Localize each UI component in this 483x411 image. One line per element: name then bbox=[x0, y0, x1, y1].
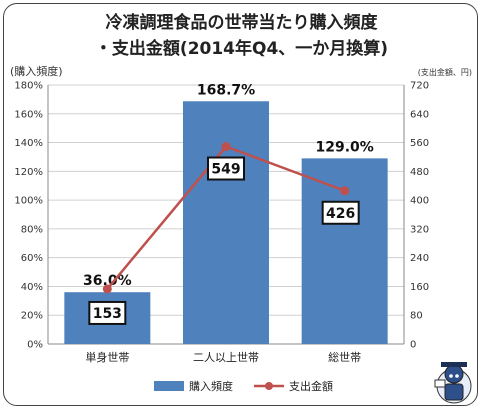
line-value-box bbox=[88, 300, 127, 325]
line-value-box bbox=[207, 156, 245, 181]
category-label: 総世帯 bbox=[328, 350, 361, 364]
right-tick-label: 0 bbox=[410, 340, 416, 351]
right-tick-label: 80 bbox=[410, 311, 423, 322]
legend-bar-swatch bbox=[154, 381, 184, 391]
left-axis-label: (購入頻度) bbox=[10, 64, 63, 78]
line-point bbox=[221, 142, 231, 152]
bar-value-label: 168.7% bbox=[197, 82, 255, 98]
line-value-box bbox=[321, 200, 360, 225]
right-tick-label: 720 bbox=[410, 81, 429, 92]
right-tick-label: 320 bbox=[410, 224, 429, 235]
line-value-label: 153 bbox=[93, 306, 122, 322]
left-tick-label: 0% bbox=[27, 340, 43, 351]
left-tick-label: 60% bbox=[21, 253, 43, 264]
chart-title-line2: ・支出金額(2014年Q4、一か月換算) bbox=[94, 39, 389, 59]
bar-value-label: 36.0% bbox=[83, 273, 132, 289]
left-tick-label: 140% bbox=[14, 138, 43, 149]
left-tick-label: 160% bbox=[14, 109, 43, 120]
chart-title-line1: 冷凍調理食品の世帯当たり購入頻度 bbox=[105, 13, 378, 33]
line-point bbox=[102, 284, 112, 294]
line-value-label: 549 bbox=[211, 162, 240, 178]
right-tick-label: 480 bbox=[410, 167, 429, 178]
left-tick-label: 40% bbox=[21, 282, 43, 293]
right-tick-label: 160 bbox=[410, 282, 429, 293]
category-label: 単身世帯 bbox=[85, 350, 129, 364]
combo-chart: 0% 20% 40% 60% 80% 100% 120% 140% 160% 180% 0 80 160… bbox=[10, 64, 472, 404]
line-value-label: 426 bbox=[326, 206, 355, 222]
right-tick-label: 640 bbox=[410, 109, 429, 120]
right-tick-label: 400 bbox=[410, 196, 429, 207]
legend-line-marker bbox=[265, 382, 273, 390]
mascot-illustration bbox=[434, 362, 472, 404]
left-tick-label: 180% bbox=[14, 81, 43, 92]
line-point bbox=[340, 186, 350, 196]
chart-frame: 冷凍調理食品の世帯当たり購入頻度 ・支出金額(2014年Q4、一か月換算) 0%… bbox=[3, 3, 478, 406]
legend-line-label: 支出金額 bbox=[289, 379, 333, 393]
bar bbox=[301, 158, 388, 344]
right-tick-label: 560 bbox=[410, 138, 429, 149]
category-label: 二人以上世帯 bbox=[193, 351, 259, 364]
left-tick-label: 120% bbox=[14, 167, 43, 178]
bar bbox=[183, 101, 269, 344]
left-tick-label: 20% bbox=[21, 311, 43, 322]
left-tick-label: 100% bbox=[14, 196, 43, 207]
legend-bar-label: 購入頻度 bbox=[189, 379, 233, 393]
right-axis-label: (支出金額、円) bbox=[418, 67, 472, 77]
right-tick-label: 240 bbox=[410, 253, 429, 264]
bar-value-label: 129.0% bbox=[316, 139, 374, 155]
left-tick-label: 80% bbox=[21, 224, 43, 235]
